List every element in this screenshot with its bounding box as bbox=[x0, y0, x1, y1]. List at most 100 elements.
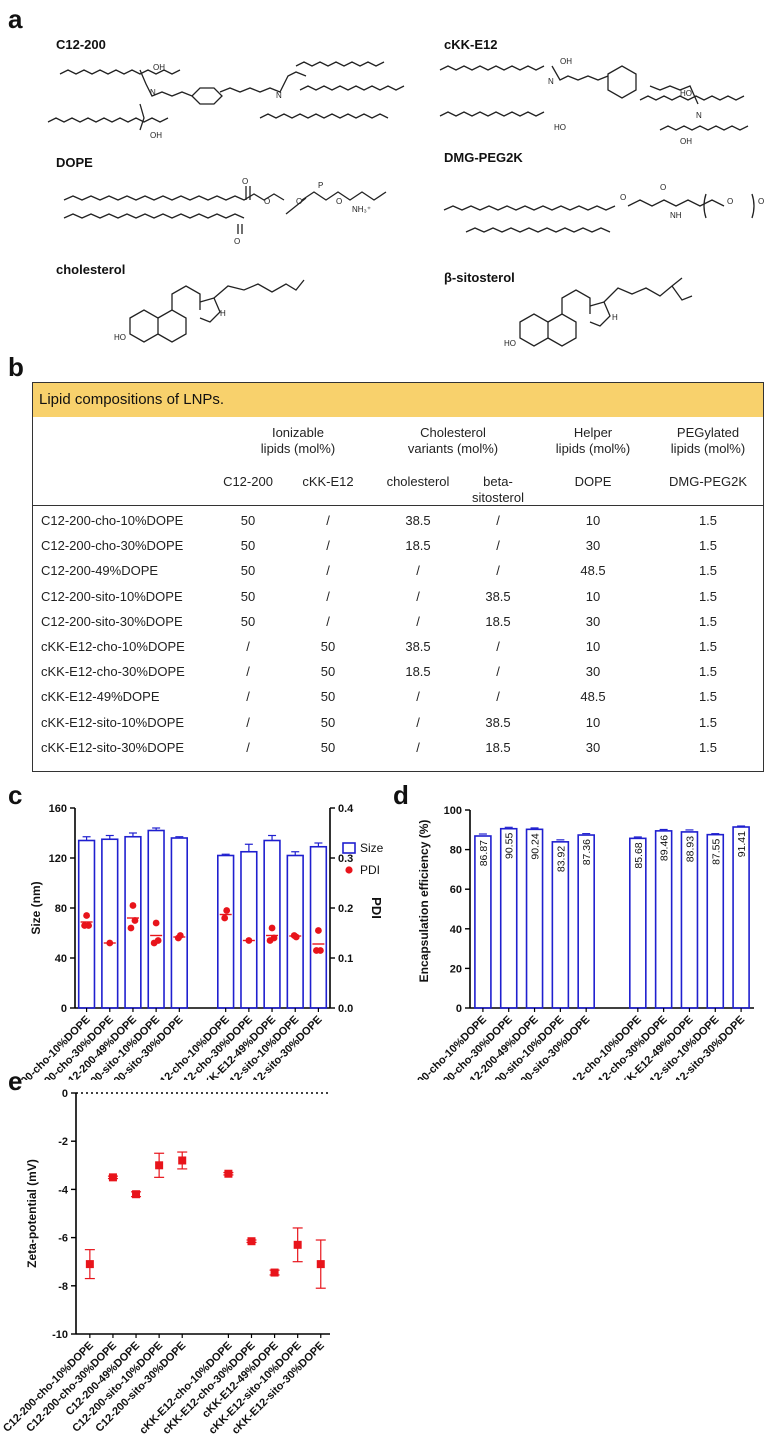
chemical-structures: N N OH OH N N OH HO OH HO O O O P O NH₃⁺… bbox=[47, 57, 764, 348]
table-cell: / bbox=[326, 613, 330, 629]
table-cell: 30 bbox=[585, 664, 601, 680]
size-bar bbox=[170, 837, 189, 1009]
svg-text:O: O bbox=[296, 197, 302, 206]
table-cell: / bbox=[246, 739, 250, 755]
header-divider bbox=[33, 505, 763, 506]
svg-text:OH: OH bbox=[153, 63, 165, 72]
y-tick-label: 80 bbox=[55, 903, 67, 915]
size-bar bbox=[240, 850, 258, 1009]
group-header-cholesterol: Cholesterol variants (mol%) bbox=[373, 425, 533, 457]
ee-data-label: 88.93 bbox=[684, 836, 696, 862]
ee-data-label: 87.55 bbox=[710, 838, 722, 864]
y-tick-label: 20 bbox=[450, 963, 462, 975]
molecule-name-cholesterol: cholesterol bbox=[56, 262, 126, 277]
zeta-point bbox=[108, 1173, 117, 1182]
pdi-point bbox=[223, 907, 231, 914]
svg-text:O: O bbox=[660, 183, 666, 192]
table-cell: 38.5 bbox=[405, 639, 431, 654]
table-cell: 10 bbox=[585, 714, 601, 730]
molecule-name-dmg-peg2k: DMG-PEG2K bbox=[444, 150, 523, 165]
table-cell: 38.5 bbox=[405, 513, 431, 528]
subheader-line2: sitosterol bbox=[471, 490, 525, 505]
table-cell: / bbox=[416, 563, 420, 579]
svg-text:HO: HO bbox=[114, 333, 126, 342]
y-tick-label: 80 bbox=[450, 845, 462, 857]
size-bar bbox=[101, 838, 119, 1009]
y2-axis-title: PDI bbox=[369, 897, 384, 919]
svg-text:N: N bbox=[276, 91, 282, 100]
svg-text:HO: HO bbox=[680, 89, 692, 98]
table-cell: 1.5 bbox=[698, 664, 718, 680]
svg-text:O: O bbox=[234, 237, 240, 246]
table-cell: 50 bbox=[320, 664, 336, 680]
table-cell: 50 bbox=[240, 613, 256, 629]
y-tick-label: 0 bbox=[62, 1088, 68, 1100]
svg-text:N: N bbox=[696, 111, 702, 120]
y-axis-title: Zeta-potential (mV) bbox=[25, 1159, 39, 1268]
legend-size-label: Size bbox=[360, 841, 384, 855]
subheader-line1: beta- bbox=[483, 474, 513, 489]
pdi-point bbox=[83, 912, 90, 919]
svg-text:H: H bbox=[220, 309, 226, 318]
table-cell: 30 bbox=[585, 739, 601, 755]
cholesterol-structure bbox=[129, 279, 305, 343]
table-cell: 50 bbox=[240, 513, 256, 528]
legend-pdi-swatch bbox=[345, 866, 353, 874]
pdi-point bbox=[176, 932, 184, 939]
table-cell: / bbox=[496, 563, 500, 579]
y-axis-title: Encapsulation efficiency (%) bbox=[417, 820, 431, 983]
legend-pdi-label: PDI bbox=[360, 863, 380, 877]
y-tick-label: 40 bbox=[55, 953, 67, 965]
panel-label-b: b bbox=[8, 352, 24, 382]
table-row-label: cKK-E12-49%DOPE bbox=[41, 689, 160, 705]
table-cell: 50 bbox=[240, 538, 256, 554]
group-header-line2: lipids (mol%) bbox=[670, 441, 746, 456]
table-cell: / bbox=[326, 538, 330, 554]
size-bar bbox=[217, 854, 235, 1009]
table-cell: 48.5 bbox=[580, 563, 606, 579]
table-cell: / bbox=[496, 689, 500, 705]
subheader-c12-200: C12-200 bbox=[223, 474, 273, 489]
panel-label-d: d bbox=[393, 780, 409, 810]
table-cell: / bbox=[246, 664, 250, 680]
molecule-name-sitosterol: β-sitosterol bbox=[444, 270, 515, 285]
chart-encapsulation-efficiency: 0 20 40 60 80 100 Encapsulation efficiency (%)… bbox=[394, 805, 754, 1080]
table-cell: / bbox=[326, 513, 330, 528]
molecule-name-dope: DOPE bbox=[56, 155, 93, 170]
y-tick-label: 0 bbox=[456, 1003, 462, 1015]
y-tick-label: -8 bbox=[58, 1281, 68, 1293]
table-cell: 1.5 bbox=[698, 739, 718, 755]
molecule-name-ckk-e12: cKK-E12 bbox=[444, 37, 498, 52]
table-cell: / bbox=[246, 714, 250, 730]
svg-text:O: O bbox=[242, 177, 248, 186]
table-row-label: cKK-E12-sito-30%DOPE bbox=[41, 739, 185, 755]
svg-text:HO: HO bbox=[554, 123, 566, 132]
pdi-point bbox=[221, 914, 229, 922]
subheader-cholesterol: cholesterol bbox=[386, 474, 450, 489]
table-cell: 38.5 bbox=[485, 714, 511, 730]
pdi-point bbox=[154, 937, 162, 944]
y-tick-label: 60 bbox=[450, 884, 462, 896]
table-cell: 1.5 bbox=[698, 538, 718, 554]
chart-size-pdi: 0 40 80 120 160 0.0 0.1 0.2 0.3 0.4 Size (nm) PDI Si… bbox=[0, 803, 384, 1080]
table-cell: 50 bbox=[240, 563, 256, 579]
pdi-point bbox=[292, 933, 300, 941]
y-tick-label: -4 bbox=[58, 1184, 69, 1196]
pdi-point bbox=[270, 934, 278, 942]
zeta-point bbox=[247, 1237, 256, 1246]
molecule-name-c12-200: C12-200 bbox=[56, 37, 106, 52]
table-cell: 18.5 bbox=[405, 538, 431, 554]
svg-text:O: O bbox=[336, 197, 342, 206]
table-cell: 1.5 bbox=[698, 563, 718, 579]
svg-text:N: N bbox=[150, 88, 156, 97]
pdi-point bbox=[268, 924, 276, 932]
table-cell: / bbox=[416, 714, 420, 730]
ee-data-label: 90.24 bbox=[530, 833, 542, 859]
y-tick-label: 40 bbox=[450, 924, 462, 936]
panel-label-c: c bbox=[8, 780, 23, 810]
pdi-point bbox=[129, 902, 137, 909]
svg-text:OH: OH bbox=[150, 131, 162, 140]
table-cell: 1.5 bbox=[698, 613, 718, 629]
y-tick-label: 0.4 bbox=[338, 803, 354, 815]
table-row-label: cKK-E12-cho-10%DOPE bbox=[41, 639, 185, 654]
